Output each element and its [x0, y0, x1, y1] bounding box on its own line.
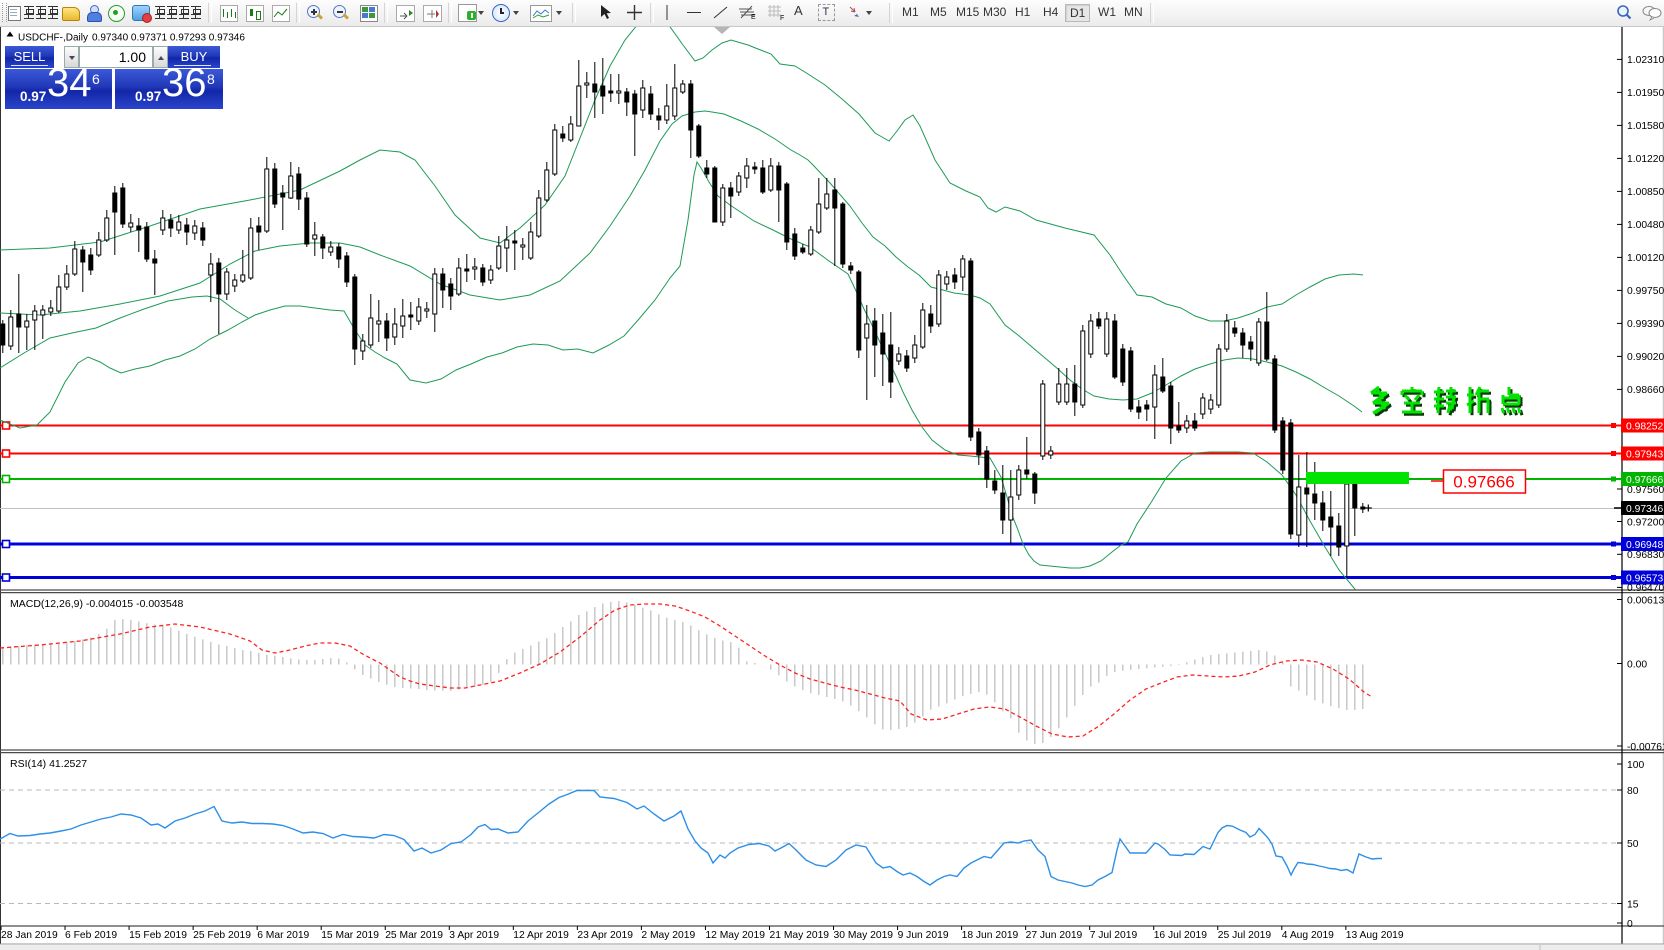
svg-text:100: 100	[1627, 760, 1644, 771]
svg-text:0.97200: 0.97200	[1627, 517, 1664, 528]
svg-text:0.96830: 0.96830	[1627, 550, 1664, 561]
svg-text:15 Mar 2019: 15 Mar 2019	[321, 930, 379, 941]
svg-text:80: 80	[1627, 786, 1639, 797]
svg-text:9 Jun 2019: 9 Jun 2019	[898, 930, 949, 941]
svg-text:0.98660: 0.98660	[1627, 385, 1664, 396]
svg-text:28 Jan 2019: 28 Jan 2019	[1, 930, 58, 941]
svg-text:1.00480: 1.00480	[1627, 220, 1664, 231]
svg-text:25 Feb 2019: 25 Feb 2019	[193, 930, 251, 941]
svg-text:RSI(14) 41.2527: RSI(14) 41.2527	[10, 758, 87, 770]
svg-text:0.97666: 0.97666	[1626, 475, 1663, 486]
svg-text:1.02310: 1.02310	[1627, 55, 1664, 66]
svg-text:30 May 2019: 30 May 2019	[834, 930, 894, 941]
svg-text:0.98252: 0.98252	[1626, 421, 1663, 432]
svg-text:16 Jul 2019: 16 Jul 2019	[1154, 930, 1208, 941]
svg-text:0.97340 0.97371 0.97293 0.9734: 0.97340 0.97371 0.97293 0.97346	[92, 33, 245, 44]
svg-text:MACD(12,26,9) -0.004015 -0.003: MACD(12,26,9) -0.004015 -0.003548	[10, 598, 184, 610]
svg-text:-0.00761: -0.00761	[1627, 742, 1664, 753]
svg-text:21 May 2019: 21 May 2019	[770, 930, 830, 941]
svg-text:0.97346: 0.97346	[1626, 504, 1663, 515]
svg-text:0.00613: 0.00613	[1627, 595, 1664, 606]
svg-text:1.01950: 1.01950	[1627, 88, 1664, 99]
svg-text:0.97560: 0.97560	[1627, 485, 1664, 496]
svg-text:27 Jun 2019: 27 Jun 2019	[1026, 930, 1083, 941]
svg-text:0.97666: 0.97666	[1453, 473, 1514, 492]
svg-text:0.96573: 0.96573	[1626, 573, 1663, 584]
svg-text:2 May 2019: 2 May 2019	[641, 930, 695, 941]
svg-text:12 Apr 2019: 12 Apr 2019	[513, 930, 569, 941]
svg-text:23 Apr 2019: 23 Apr 2019	[577, 930, 633, 941]
svg-text:1.01220: 1.01220	[1627, 154, 1664, 165]
svg-text:13 Aug 2019: 13 Aug 2019	[1346, 930, 1404, 941]
svg-text:6 Feb 2019: 6 Feb 2019	[65, 930, 117, 941]
svg-text:4 Aug 2019: 4 Aug 2019	[1282, 930, 1334, 941]
svg-text:1.01580: 1.01580	[1627, 121, 1664, 132]
svg-text:E: E	[751, 14, 756, 21]
svg-text:1.00120: 1.00120	[1627, 253, 1664, 264]
svg-text:0.99750: 0.99750	[1627, 286, 1664, 297]
svg-text:0: 0	[1627, 919, 1633, 930]
svg-text:1.00850: 1.00850	[1627, 187, 1664, 198]
svg-text:25 Mar 2019: 25 Mar 2019	[385, 930, 443, 941]
svg-text:3 Apr 2019: 3 Apr 2019	[449, 930, 499, 941]
svg-text:7 Jul 2019: 7 Jul 2019	[1090, 930, 1138, 941]
svg-text:0.96470: 0.96470	[1627, 583, 1664, 594]
svg-text:50: 50	[1627, 839, 1639, 850]
svg-text:12 May 2019: 12 May 2019	[705, 930, 765, 941]
svg-text:0.99390: 0.99390	[1627, 319, 1664, 330]
svg-text:F: F	[780, 15, 784, 21]
svg-text:USDCHF-,Daily: USDCHF-,Daily	[18, 33, 88, 44]
svg-text:15: 15	[1627, 899, 1639, 910]
svg-text:0.99020: 0.99020	[1627, 352, 1664, 363]
svg-text:15 Feb 2019: 15 Feb 2019	[129, 930, 187, 941]
svg-text:0.96948: 0.96948	[1626, 540, 1663, 551]
svg-text:0.00: 0.00	[1627, 659, 1647, 670]
svg-text:6 Mar 2019: 6 Mar 2019	[257, 930, 309, 941]
svg-text:18 Jun 2019: 18 Jun 2019	[962, 930, 1019, 941]
svg-text:0.97943: 0.97943	[1626, 449, 1663, 460]
svg-text:25 Jul 2019: 25 Jul 2019	[1218, 930, 1272, 941]
